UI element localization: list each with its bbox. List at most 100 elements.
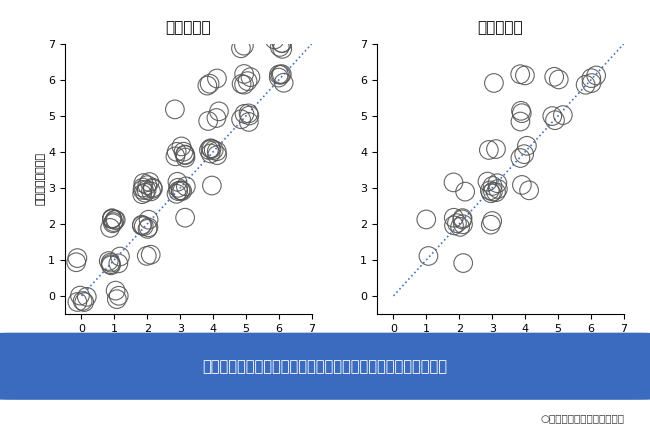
Point [460,188,471,195]
Point [448,222,459,229]
Point [448,179,459,186]
Point [277,45,287,52]
Point [205,80,215,87]
Point [144,216,154,223]
Text: ○はそれぞれのデータを示す: ○はそれぞれのデータを示す [540,414,624,423]
Point [181,183,191,190]
Point [517,181,527,188]
Y-axis label: 実際のシワレベル: 実際のシワレベル [35,152,46,205]
Point [452,220,462,227]
Point [103,258,114,265]
Point [245,74,255,81]
Point [239,110,250,117]
Point [105,259,116,266]
Point [113,260,124,267]
Point [202,82,213,89]
Point [148,184,158,191]
Point [108,220,118,227]
Point [203,118,213,125]
Point [180,214,190,221]
Point [203,146,214,153]
Point [146,251,156,258]
Point [180,151,190,158]
Point [107,215,117,222]
Point [172,148,182,155]
Point [458,259,469,266]
Point [484,146,494,153]
Point [148,185,158,192]
Point [515,118,526,125]
Point [522,142,532,149]
Point [207,182,217,189]
Point [115,253,125,260]
Point [492,180,502,187]
Point [485,187,495,194]
Point [114,292,124,299]
Point [276,71,286,78]
Point [111,287,121,294]
Point [173,184,183,191]
Point [519,151,529,158]
Point [75,292,85,299]
Point [278,79,289,86]
Point [209,146,219,153]
FancyBboxPatch shape [0,333,650,400]
Point [72,299,83,306]
Point [178,148,188,155]
Point [489,79,499,86]
Point [493,185,503,192]
Point [276,39,287,46]
Point [173,187,183,194]
Point [274,44,285,51]
Text: 性別に関わらず、高精度にシワを予測できる数理モデルを構築: 性別に関わらず、高精度にシワを予測できる数理モデルを構築 [203,359,447,374]
Point [448,214,459,221]
Point [205,150,216,157]
Point [554,76,564,83]
Point [269,36,280,43]
Point [458,221,468,228]
Point [142,252,152,259]
Point [524,187,534,194]
Point [146,188,156,195]
Point [242,78,253,85]
Point [491,189,501,196]
Point [136,222,147,229]
Point [170,106,180,113]
Point [239,81,249,88]
Point [277,40,287,47]
Point [180,152,190,159]
Point [274,74,284,81]
Point [482,178,493,185]
Point [172,178,183,185]
Point [142,182,153,189]
Point [79,299,90,306]
Point [212,75,222,82]
Point [237,80,247,87]
Point [423,252,434,259]
Point [72,255,83,262]
Point [488,188,498,195]
Point [487,218,497,225]
Point [177,187,187,194]
Point [243,110,254,117]
Point [517,110,527,117]
Point [106,262,116,269]
Point [142,225,153,232]
Point [515,71,525,78]
Point [457,216,467,223]
Point [109,216,120,223]
Point [486,190,496,197]
Point [180,154,190,161]
Point [491,146,501,153]
Point [214,108,224,115]
Point [111,216,121,223]
Point [71,259,81,266]
Point [170,153,181,160]
Point [236,45,246,52]
Point [520,72,530,79]
Point [136,221,147,228]
Point [143,224,153,231]
Point [172,190,182,197]
Point [586,80,597,87]
Title: 女性データ: 女性データ [166,20,211,35]
